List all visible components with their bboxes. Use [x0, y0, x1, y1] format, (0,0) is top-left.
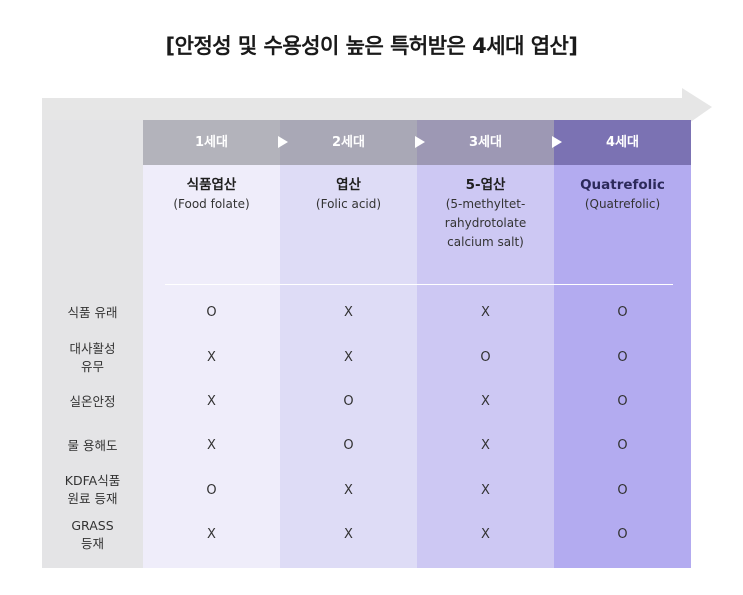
- table-cell: X: [481, 394, 490, 409]
- table-cell: X: [207, 438, 216, 453]
- table-cell: O: [617, 394, 628, 409]
- table-cell: O: [617, 305, 628, 320]
- table-cell: O: [480, 350, 491, 365]
- row-label-line: 식품 유래: [67, 305, 118, 320]
- column-gen-1: [143, 120, 280, 568]
- column-gen-3: [417, 120, 554, 568]
- table-cell: X: [207, 350, 216, 365]
- row-label-line: KDFA식품: [64, 473, 121, 488]
- header-gen-4: 4세대: [554, 120, 691, 165]
- table-cell: X: [481, 438, 490, 453]
- gen-1-name: 식품엽산: [186, 177, 237, 193]
- header-gen-1: 1세대: [143, 120, 280, 165]
- row-label-room-temp-stability: 실온안정: [42, 393, 143, 411]
- gen-4-name: Quatrefolic: [580, 177, 665, 193]
- gen-2-name: 엽산: [336, 177, 361, 193]
- row-label-line: 유무: [80, 359, 104, 374]
- table-cell: X: [344, 527, 353, 542]
- table-cell: O: [206, 305, 217, 320]
- comparison-table: 1세대 2세대 3세대 4세대 식품엽산 (Food folate) 엽산 (F…: [42, 120, 692, 568]
- column-gen-4: [554, 120, 691, 568]
- table-cell: O: [343, 438, 354, 453]
- table-cell: O: [617, 527, 628, 542]
- gen-1-description: 식품엽산 (Food folate): [143, 176, 280, 214]
- table-cell: X: [344, 350, 353, 365]
- row-header-column: [42, 120, 143, 568]
- header-gen-2: 2세대: [280, 120, 417, 165]
- gen-2-description: 엽산 (Folic acid): [280, 176, 417, 214]
- gen-1-sub: (Food folate): [173, 197, 250, 211]
- table-cell: O: [617, 483, 628, 498]
- table-cell: X: [207, 527, 216, 542]
- gen-3-sub-line-3: calcium salt): [447, 235, 524, 249]
- table-cell: X: [481, 483, 490, 498]
- row-label-gras-registration: GRASS 등재: [42, 517, 143, 553]
- table-cell: X: [481, 305, 490, 320]
- row-label-kdfa-registration: KDFA식품 원료 등재: [42, 472, 143, 508]
- section-divider: [165, 284, 673, 285]
- row-label-line: 등재: [80, 536, 104, 551]
- header-gen-3: 3세대: [417, 120, 554, 165]
- table-cell: X: [344, 305, 353, 320]
- row-label-line: GRASS: [71, 518, 114, 533]
- row-label-line: 실온안정: [69, 394, 116, 409]
- gen-4-description: Quatrefolic (Quatrefolic): [554, 176, 691, 214]
- row-label-line: 대사활성: [69, 341, 116, 356]
- gen-3-description: 5-엽산 (5-methyltet- rahydrotolate calcium…: [417, 176, 554, 252]
- row-label-line: 물 용해도: [67, 438, 118, 453]
- table-cell: X: [344, 483, 353, 498]
- triangle-right-icon: [552, 136, 562, 148]
- row-label-food-origin: 식품 유래: [42, 304, 143, 322]
- column-gen-2: [280, 120, 417, 568]
- page-title: [안정성 및 수용성이 높은 특허받은 4세대 엽산]: [165, 34, 578, 58]
- table-cell: O: [617, 350, 628, 365]
- row-label-water-solubility: 물 용해도: [42, 437, 143, 455]
- gen-2-sub: (Folic acid): [315, 197, 382, 211]
- gen-4-sub: (Quatrefolic): [584, 197, 661, 211]
- table-cell: X: [481, 527, 490, 542]
- gen-3-name: 5-엽산: [465, 177, 506, 193]
- table-cell: O: [617, 438, 628, 453]
- row-label-line: 원료 등재: [67, 491, 118, 506]
- table-cell: O: [206, 483, 217, 498]
- gen-3-sub-line-2: rahydrotolate: [444, 216, 527, 230]
- gen-3-sub-line-1: (5-methyltet-: [445, 197, 526, 211]
- row-label-metabolic-activity: 대사활성 유무: [42, 340, 143, 376]
- triangle-right-icon: [278, 136, 288, 148]
- table-cell: X: [207, 394, 216, 409]
- triangle-right-icon: [415, 136, 425, 148]
- table-cell: O: [343, 394, 354, 409]
